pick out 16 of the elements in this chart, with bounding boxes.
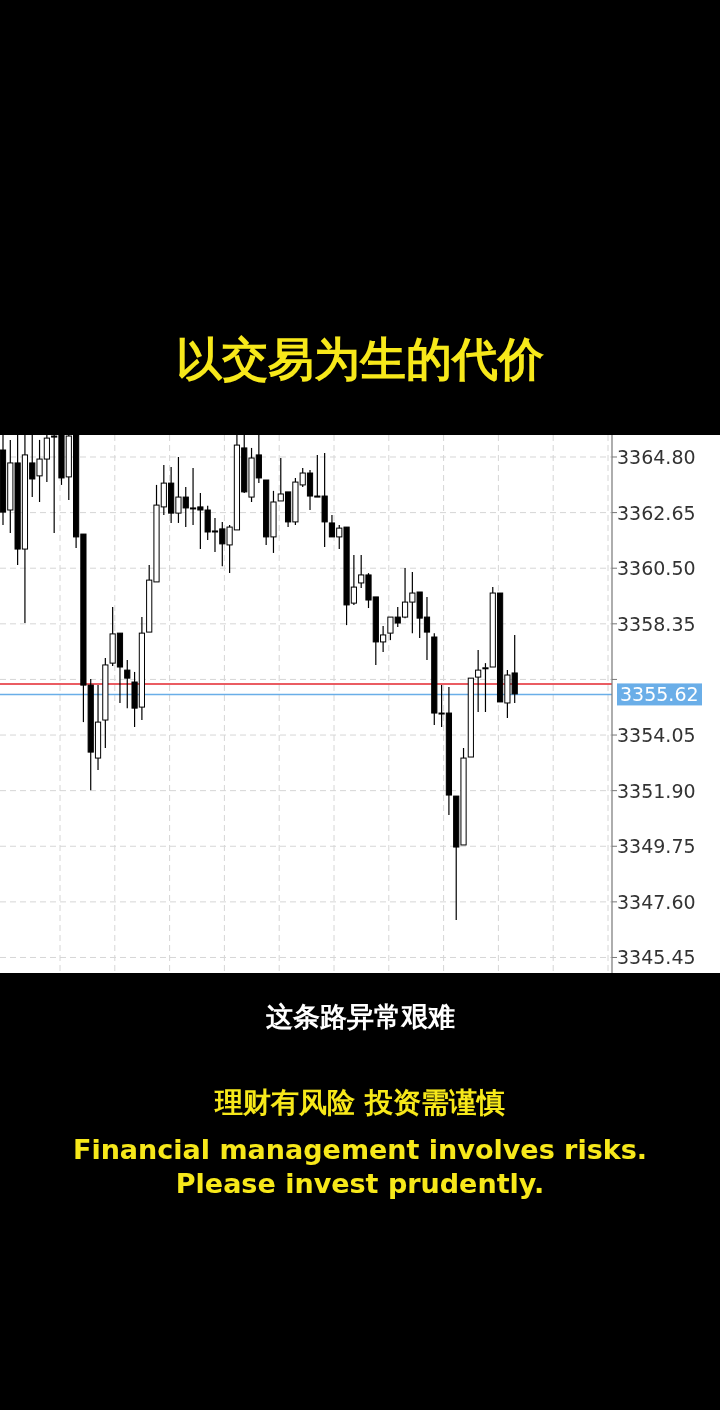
ref-line-label: 3355.62 xyxy=(620,683,699,706)
y-tick-label: 3345.45 xyxy=(617,946,696,969)
text: 这条路异常艰难 xyxy=(265,1001,455,1032)
y-tick-label: 3364.80 xyxy=(617,445,696,468)
chart-title: 以交易为生的代价 xyxy=(176,332,544,386)
y-tick-label: 3360.50 xyxy=(617,557,696,580)
y-tick-label: 3349.75 xyxy=(617,835,696,858)
y-tick-label: 3362.65 xyxy=(617,501,696,524)
y-tick-label: 3358.35 xyxy=(617,612,696,635)
text: 理财有风险 投资需谨慎 xyxy=(214,1086,505,1119)
y-tick-label: 3347.60 xyxy=(617,890,696,913)
candlestick xyxy=(124,659,131,709)
text: Financial management involves risks. xyxy=(72,1134,648,1165)
y-tick-label: 3354.05 xyxy=(617,724,696,747)
y-tick-label: 3351.90 xyxy=(617,779,696,802)
text: Please invest prudently. xyxy=(175,1168,545,1199)
